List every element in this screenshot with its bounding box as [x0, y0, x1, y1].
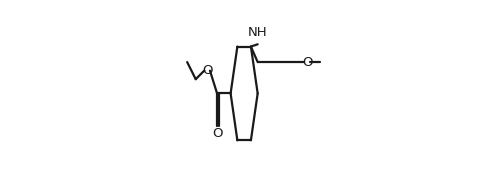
Text: O: O: [202, 64, 212, 77]
Text: NH: NH: [248, 26, 268, 39]
Text: O: O: [212, 127, 222, 140]
Text: O: O: [302, 56, 312, 69]
